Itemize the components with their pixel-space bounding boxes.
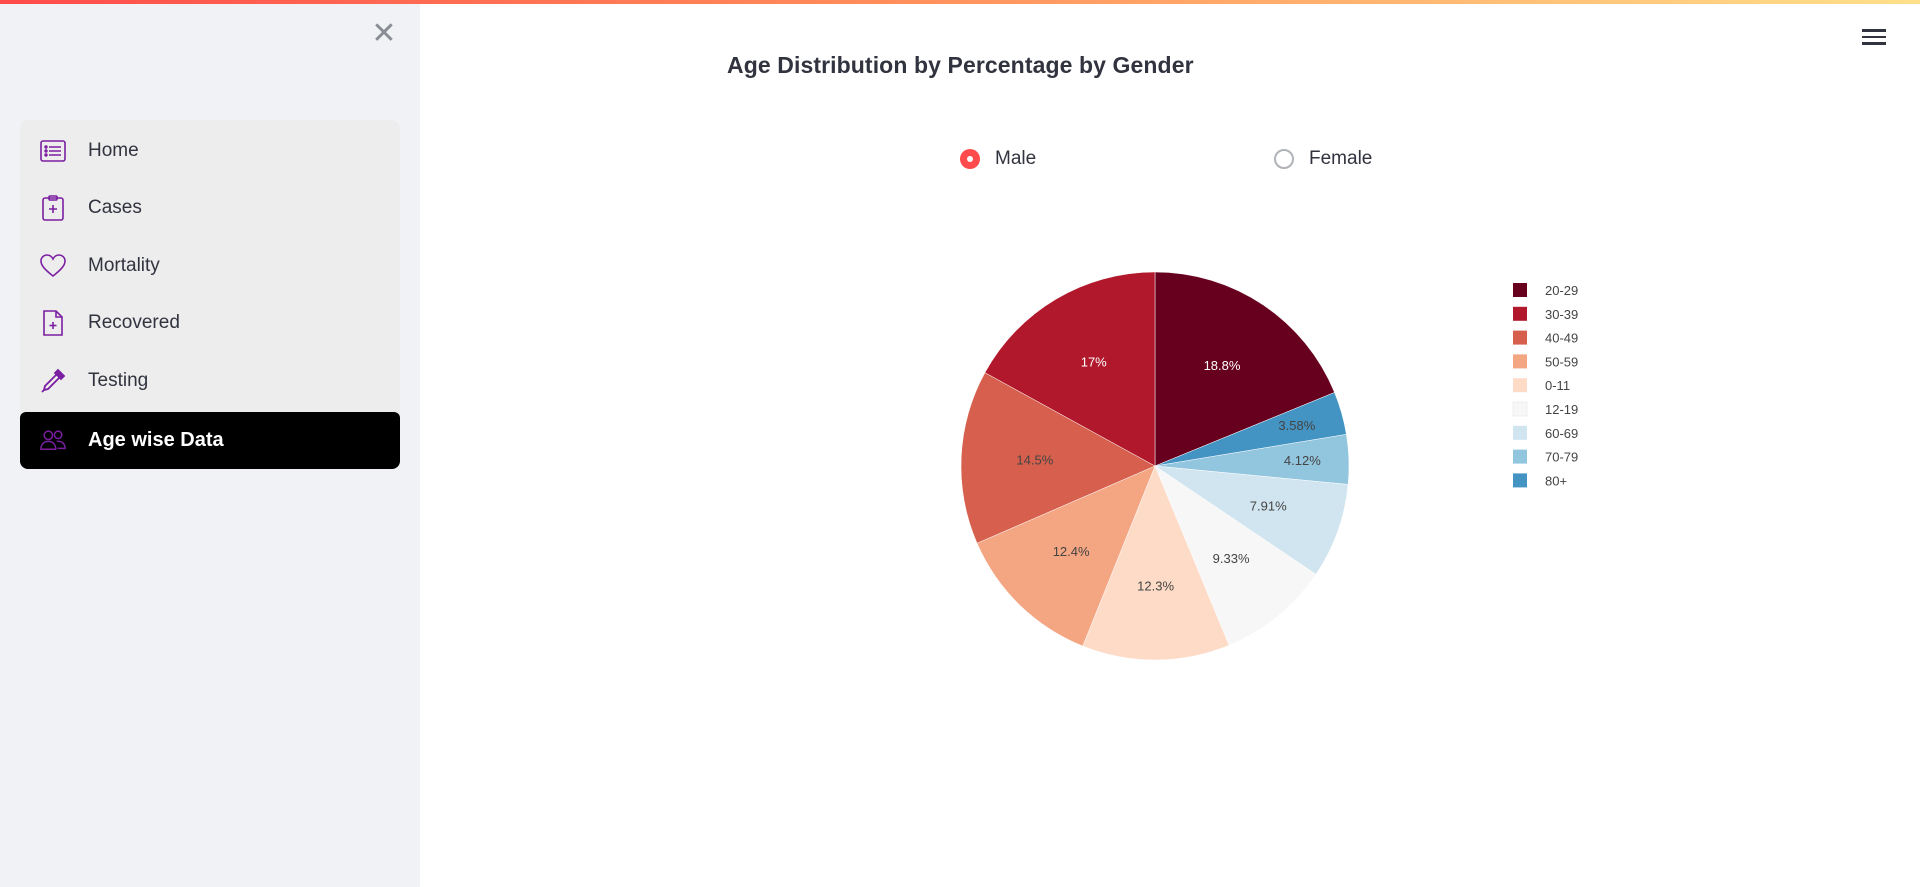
sidebar-item-mortality[interactable]: Mortality [20,237,400,295]
pie-slice-data-label: 9.33% [1213,551,1250,566]
pie-slice-30-39[interactable] [984,271,1156,467]
sidebar: ✕ Home Cases [0,0,420,887]
people-icon [40,427,66,453]
radio-label: Female [1309,148,1373,169]
legend-label: 70-79 [1545,450,1578,465]
pie-slice-data-label: 4.12% [1284,453,1321,468]
legend-label: 20-29 [1545,283,1578,298]
radio-button-selected[interactable] [960,149,980,169]
legend-swatch [1513,330,1527,345]
pie-slice-data-label: 7.91% [1250,499,1287,514]
legend-label: 60-69 [1545,426,1578,441]
pie-slice-20-29[interactable] [1154,271,1335,467]
pie-slice-data-label: 12.3% [1137,578,1174,593]
legend-item-60-69[interactable]: 60-69 [1513,425,1578,441]
legend-swatch [1513,283,1527,297]
clipboard-plus-icon [40,195,66,222]
legend-item-40-49[interactable]: 40-49 [1513,330,1578,346]
eyedropper-icon [40,368,66,394]
legend-swatch [1513,449,1527,464]
file-plus-icon [40,310,66,337]
sidebar-item-label: Recovered [88,312,180,334]
hamburger-icon[interactable] [1862,26,1886,48]
gender-radio-male[interactable]: Male [960,148,1036,170]
legend-item-50-59[interactable]: 50-59 [1513,354,1578,369]
radio-label: Male [995,148,1037,169]
sidebar-item-recovered[interactable]: Recovered [20,295,400,353]
legend-label: 0-11 [1545,378,1570,393]
legend-swatch [1512,401,1528,417]
pie-slice-60-69[interactable] [1154,465,1349,575]
pie-slice-12-19[interactable] [1154,465,1317,646]
legend-swatch [1513,378,1527,393]
gender-radio-female[interactable]: Female [1274,148,1372,170]
heart-icon [40,253,66,279]
pie-slice-50-59[interactable] [976,465,1156,647]
page-title: Age Distribution by Percentage by Gender [727,52,1194,78]
pie-slice-data-label: 14.5% [1016,452,1053,467]
radio-button[interactable] [1274,149,1294,169]
pie-slice-data-label: 3.58% [1278,418,1315,433]
sidebar-item-cases[interactable]: Cases [20,180,400,238]
legend-swatch [1513,306,1527,321]
legend-label: 40-49 [1545,331,1578,346]
pie-slice-40-49[interactable] [960,372,1156,544]
pie-slice-data-label: 12.4% [1053,544,1090,559]
sidebar-item-label: Home [88,139,139,161]
legend-item-70-79[interactable]: 70-79 [1513,449,1578,465]
legend-label: 12-19 [1545,402,1578,417]
sidebar-item-home[interactable]: Home [20,122,400,180]
sidebar-item-age-wise-data[interactable]: Age wise Data [20,411,400,469]
legend-swatch [1513,473,1527,488]
sidebar-item-label: Testing [88,369,149,391]
pie-slice-data-label: 18.8% [1204,358,1241,373]
sidebar-item-label: Age wise Data [88,428,224,451]
list-icon [40,138,66,164]
nav-menu: Home Cases Mortality [20,120,400,469]
sidebar-item-label: Mortality [88,254,160,276]
legend-label: 50-59 [1545,354,1578,369]
legend-item-20-29[interactable]: 20-29 [1513,283,1578,298]
sidebar-item-testing[interactable]: Testing [20,352,400,410]
legend-label: 30-39 [1545,307,1578,322]
top-decoration-bar [0,0,1920,4]
close-icon[interactable]: ✕ [371,17,397,50]
legend-swatch [1513,425,1527,440]
sidebar-item-label: Cases [88,197,142,219]
legend-swatch [1513,354,1527,369]
legend-item-80+[interactable]: 80+ [1513,473,1567,488]
legend-label: 80+ [1545,473,1567,488]
legend-item-0-11[interactable]: 0-11 [1513,378,1570,393]
pie-slice-0-11[interactable] [1082,465,1230,661]
legend-item-12-19[interactable]: 12-19 [1512,401,1578,417]
legend-item-30-39[interactable]: 30-39 [1513,306,1578,322]
pie-slice-data-label: 17% [1081,354,1107,369]
